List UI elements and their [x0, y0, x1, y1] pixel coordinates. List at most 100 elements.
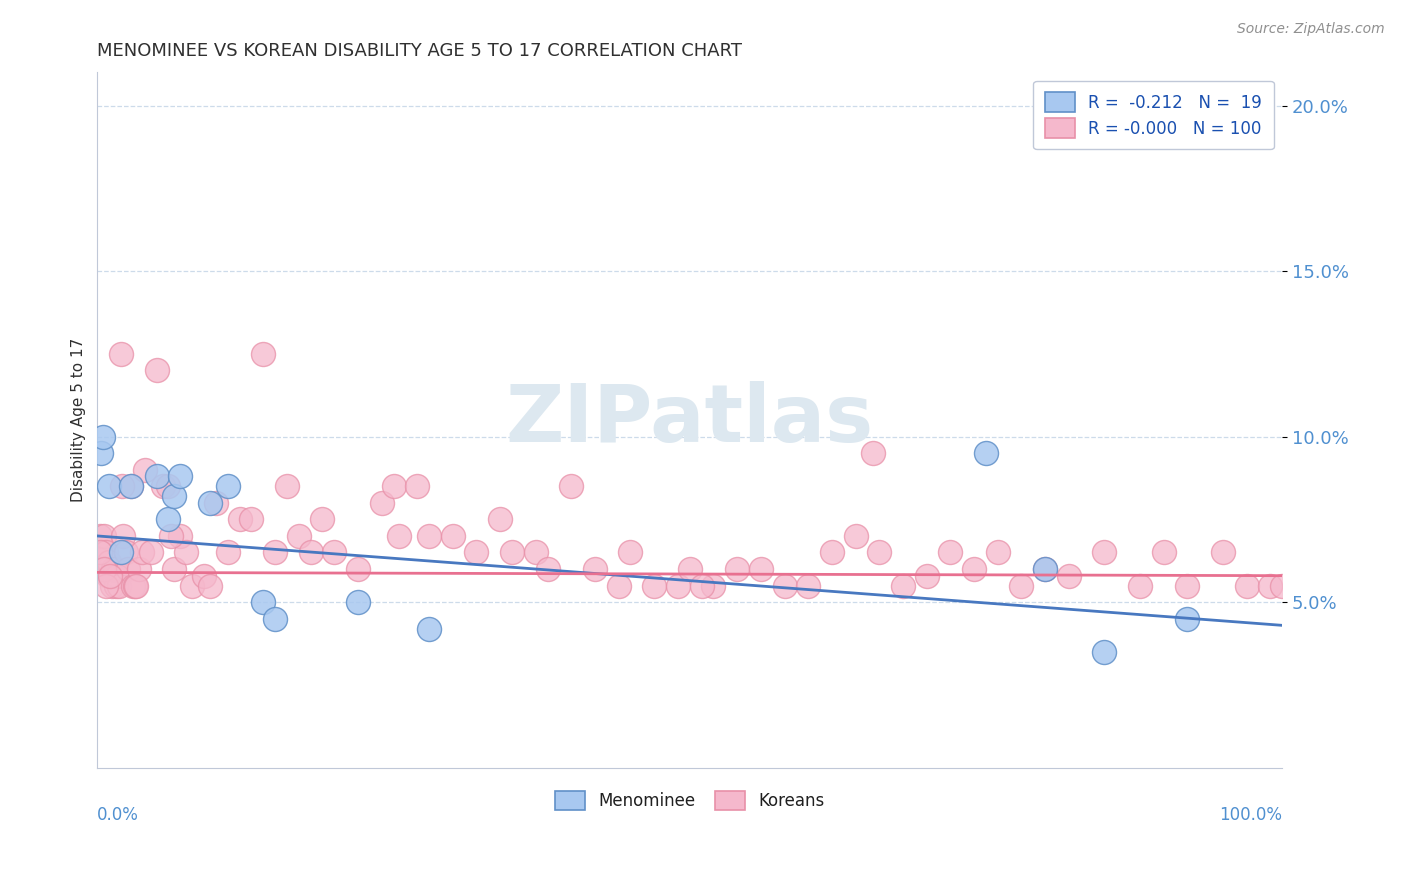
Point — [169, 469, 191, 483]
Point — [145, 469, 167, 483]
Point — [1033, 562, 1056, 576]
Point — [489, 512, 512, 526]
Point — [128, 562, 150, 576]
Point — [311, 512, 333, 526]
Point — [1212, 545, 1234, 559]
Point — [89, 529, 111, 543]
Point — [560, 479, 582, 493]
Point — [797, 579, 820, 593]
Point — [987, 545, 1010, 559]
Point — [418, 622, 440, 636]
Point — [974, 446, 997, 460]
Point — [100, 568, 122, 582]
Point — [90, 446, 112, 460]
Legend: Menominee, Koreans: Menominee, Koreans — [543, 780, 837, 822]
Point — [107, 568, 129, 582]
Point — [845, 529, 868, 543]
Point — [100, 579, 122, 593]
Point — [163, 562, 186, 576]
Point — [418, 529, 440, 543]
Point — [725, 562, 748, 576]
Point — [347, 562, 370, 576]
Point — [112, 529, 135, 543]
Point — [690, 579, 713, 593]
Point — [702, 579, 724, 593]
Point — [159, 529, 181, 543]
Point — [181, 579, 204, 593]
Y-axis label: Disability Age 5 to 17: Disability Age 5 to 17 — [72, 338, 86, 502]
Point — [163, 489, 186, 503]
Point — [157, 512, 180, 526]
Point — [323, 545, 346, 559]
Point — [465, 545, 488, 559]
Point — [1175, 612, 1198, 626]
Point — [217, 479, 239, 493]
Point — [868, 545, 890, 559]
Point — [287, 529, 309, 543]
Point — [90, 545, 112, 559]
Point — [607, 579, 630, 593]
Point — [524, 545, 547, 559]
Point — [139, 545, 162, 559]
Point — [111, 479, 134, 493]
Point — [89, 545, 111, 559]
Point — [96, 579, 118, 593]
Point — [1010, 579, 1032, 593]
Point — [891, 579, 914, 593]
Point — [193, 568, 215, 582]
Point — [963, 562, 986, 576]
Point — [110, 347, 132, 361]
Point — [134, 463, 156, 477]
Point — [152, 479, 174, 493]
Point — [1236, 579, 1258, 593]
Point — [583, 562, 606, 576]
Point — [679, 562, 702, 576]
Point — [228, 512, 250, 526]
Point — [252, 595, 274, 609]
Point — [110, 545, 132, 559]
Point — [347, 595, 370, 609]
Point — [198, 579, 221, 593]
Point — [382, 479, 405, 493]
Point — [773, 579, 796, 593]
Point — [96, 562, 118, 576]
Text: ZIPatlas: ZIPatlas — [506, 381, 875, 459]
Point — [105, 579, 128, 593]
Point — [619, 545, 641, 559]
Point — [97, 568, 120, 582]
Point — [1129, 579, 1152, 593]
Point — [114, 545, 136, 559]
Text: 0.0%: 0.0% — [97, 806, 139, 824]
Point — [131, 545, 153, 559]
Point — [821, 545, 844, 559]
Point — [264, 612, 287, 626]
Point — [276, 479, 298, 493]
Point — [1092, 545, 1115, 559]
Point — [862, 446, 884, 460]
Point — [103, 568, 125, 582]
Point — [252, 347, 274, 361]
Text: MENOMINEE VS KOREAN DISABILITY AGE 5 TO 17 CORRELATION CHART: MENOMINEE VS KOREAN DISABILITY AGE 5 TO … — [97, 42, 742, 60]
Point — [299, 545, 322, 559]
Point — [125, 579, 148, 593]
Point — [93, 529, 115, 543]
Point — [1092, 645, 1115, 659]
Point — [145, 363, 167, 377]
Point — [124, 579, 146, 593]
Text: Source: ZipAtlas.com: Source: ZipAtlas.com — [1237, 22, 1385, 37]
Point — [174, 545, 197, 559]
Point — [198, 496, 221, 510]
Point — [91, 562, 114, 576]
Point — [104, 562, 127, 576]
Point — [98, 479, 121, 493]
Point — [1153, 545, 1175, 559]
Point — [1175, 579, 1198, 593]
Point — [98, 556, 121, 570]
Point — [264, 545, 287, 559]
Point — [536, 562, 558, 576]
Point — [406, 479, 429, 493]
Point — [441, 529, 464, 543]
Point — [1033, 562, 1056, 576]
Point — [117, 562, 139, 576]
Point — [98, 568, 121, 582]
